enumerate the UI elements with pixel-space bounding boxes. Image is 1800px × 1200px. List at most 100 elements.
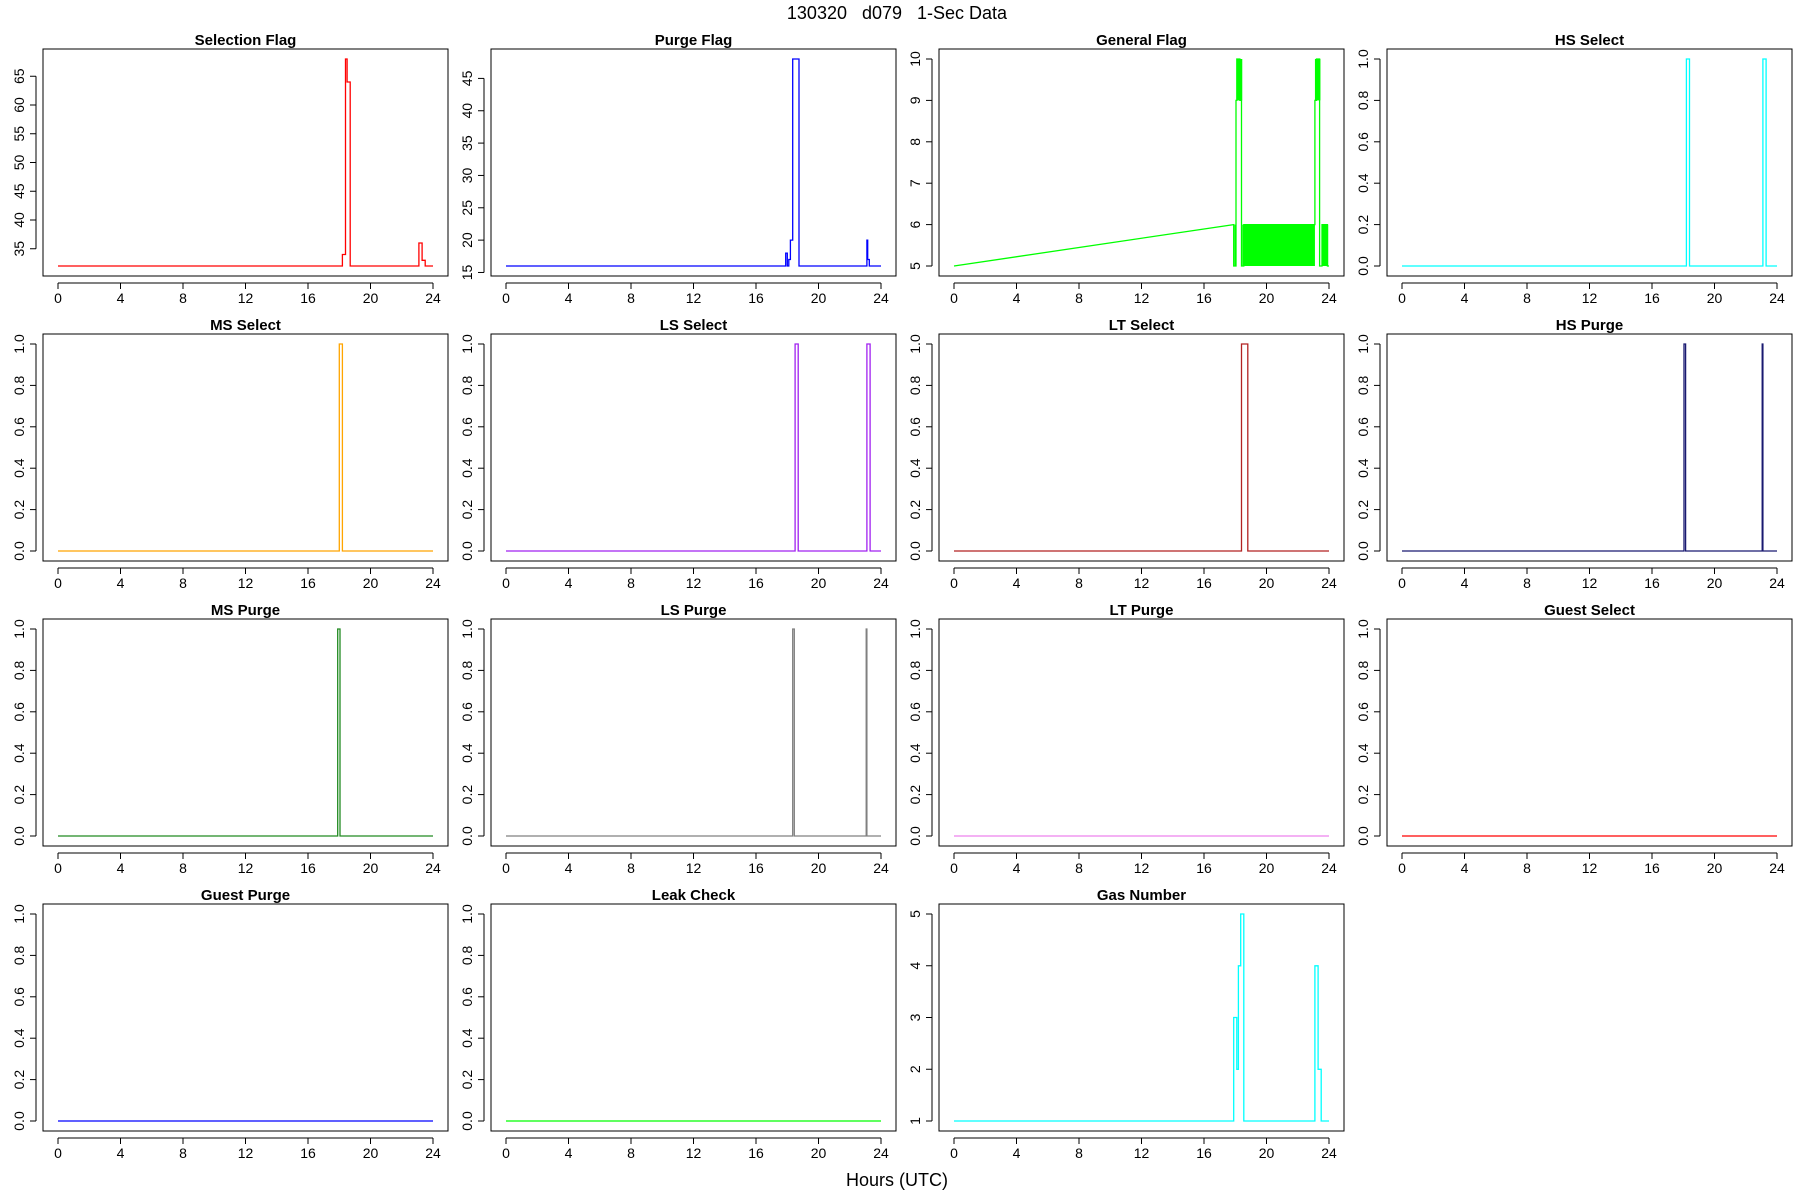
y-tick-label: 40 <box>459 103 475 119</box>
x-tick-label: 20 <box>1707 290 1723 306</box>
y-tick-label: 50 <box>11 155 27 171</box>
x-tick-label: 24 <box>425 860 441 876</box>
series-line-ms-purge <box>58 628 433 837</box>
plot-frame <box>938 618 1345 847</box>
x-tick-label: 8 <box>179 860 187 876</box>
plot-frame <box>938 903 1345 1132</box>
x-tick-label: 20 <box>363 290 379 306</box>
y-tick-label: 0.8 <box>11 945 27 965</box>
x-tick-label: 4 <box>565 1145 573 1161</box>
x-tick-label: 0 <box>54 290 62 306</box>
x-tick-label: 20 <box>1707 575 1723 591</box>
panel-title: LS Purge <box>661 602 727 619</box>
plot-frame <box>42 618 449 847</box>
y-tick-label: 3 <box>907 1013 923 1021</box>
x-tick-label: 8 <box>179 1145 187 1161</box>
x-tick-label: 8 <box>627 1145 635 1161</box>
dense-signal-block <box>1314 59 1321 101</box>
y-tick-label: 0.4 <box>1355 173 1371 193</box>
x-tick-label: 0 <box>950 575 958 591</box>
x-tick-label: 4 <box>1013 860 1021 876</box>
x-tick-label: 8 <box>627 575 635 591</box>
y-tick-label: 15 <box>459 264 475 280</box>
y-tick-label: 0.8 <box>11 375 27 395</box>
y-tick-label: 0.4 <box>11 1028 27 1048</box>
series-line-selection-flag <box>58 58 433 267</box>
x-tick-label: 24 <box>1769 290 1785 306</box>
x-tick-label: 20 <box>363 1145 379 1161</box>
x-tick-label: 8 <box>1523 290 1531 306</box>
x-tick-label: 12 <box>686 860 702 876</box>
plot-frame <box>42 903 449 1132</box>
y-tick-label: 1.0 <box>11 619 27 639</box>
y-tick-label: 0.8 <box>11 660 27 680</box>
panel-purge-flag: Purge Flag 0 4 8 12 16 20 24 15 20 25 30 35 40 45 <box>459 32 897 306</box>
x-tick-label: 0 <box>1398 575 1406 591</box>
x-tick-label: 12 <box>1134 1145 1150 1161</box>
x-tick-label: 4 <box>1013 1145 1021 1161</box>
y-tick-label: 0.8 <box>459 375 475 395</box>
plot-frame <box>490 618 897 847</box>
x-tick-label: 4 <box>117 575 125 591</box>
x-tick-label: 16 <box>748 290 764 306</box>
y-tick-label: 0.6 <box>459 702 475 722</box>
x-tick-label: 16 <box>300 1145 316 1161</box>
y-tick-label: 0.6 <box>907 417 923 437</box>
y-tick-label: 35 <box>11 241 27 257</box>
x-tick-label: 12 <box>238 1145 254 1161</box>
x-tick-label: 0 <box>1398 290 1406 306</box>
panel-title: Guest Select <box>1544 602 1635 619</box>
x-tick-label: 20 <box>363 860 379 876</box>
panel-title: Selection Flag <box>195 32 297 49</box>
y-tick-label: 6 <box>907 220 923 228</box>
x-tick-label: 4 <box>117 290 125 306</box>
x-tick-label: 24 <box>1769 575 1785 591</box>
x-tick-label: 24 <box>873 1145 889 1161</box>
y-tick-label: 0.6 <box>11 417 27 437</box>
x-tick-label: 0 <box>502 1145 510 1161</box>
x-tick-label: 0 <box>950 860 958 876</box>
y-tick-label: 7 <box>907 179 923 187</box>
y-tick-label: 45 <box>11 183 27 199</box>
panel-title: MS Purge <box>211 602 280 619</box>
x-tick-label: 4 <box>565 290 573 306</box>
y-tick-label: 1.0 <box>11 904 27 924</box>
x-tick-label: 0 <box>54 575 62 591</box>
y-tick-label: 0.2 <box>11 500 27 520</box>
x-tick-label: 16 <box>748 1145 764 1161</box>
y-tick-label: 0.0 <box>1355 826 1371 846</box>
y-tick-label: 1.0 <box>459 619 475 639</box>
x-tick-label: 4 <box>1013 575 1021 591</box>
y-tick-label: 0.0 <box>1355 256 1371 276</box>
x-tick-label: 12 <box>1134 290 1150 306</box>
dense-signal-block <box>1242 224 1315 266</box>
panel-title: General Flag <box>1096 32 1187 49</box>
x-tick-label: 12 <box>238 290 254 306</box>
y-tick-label: 0.4 <box>907 743 923 763</box>
x-tick-label: 20 <box>811 575 827 591</box>
y-tick-label: 0.0 <box>907 541 923 561</box>
y-tick-label: 0.6 <box>1355 417 1371 437</box>
x-tick-label: 16 <box>1196 860 1212 876</box>
series-line-ls-purge <box>506 628 881 837</box>
x-tick-label: 16 <box>748 575 764 591</box>
x-tick-label: 12 <box>1134 860 1150 876</box>
x-tick-label: 12 <box>686 290 702 306</box>
x-tick-label: 12 <box>686 575 702 591</box>
series-line-general-flag <box>953 58 1329 267</box>
x-tick-label: 4 <box>1461 860 1469 876</box>
x-tick-label: 0 <box>54 1145 62 1161</box>
x-tick-label: 24 <box>425 1145 441 1161</box>
x-tick-label: 20 <box>1259 1145 1275 1161</box>
x-tick-label: 4 <box>1013 290 1021 306</box>
panel-general-flag: General Flag 0 4 8 12 16 20 24 5 6 7 8 9 10 <box>907 32 1345 306</box>
y-tick-label: 35 <box>459 135 475 151</box>
x-tick-label: 16 <box>748 860 764 876</box>
y-tick-label: 9 <box>907 96 923 104</box>
plot-frame <box>490 333 897 562</box>
x-tick-label: 20 <box>1259 575 1275 591</box>
x-tick-label: 24 <box>873 290 889 306</box>
y-tick-label: 0.2 <box>11 785 27 805</box>
